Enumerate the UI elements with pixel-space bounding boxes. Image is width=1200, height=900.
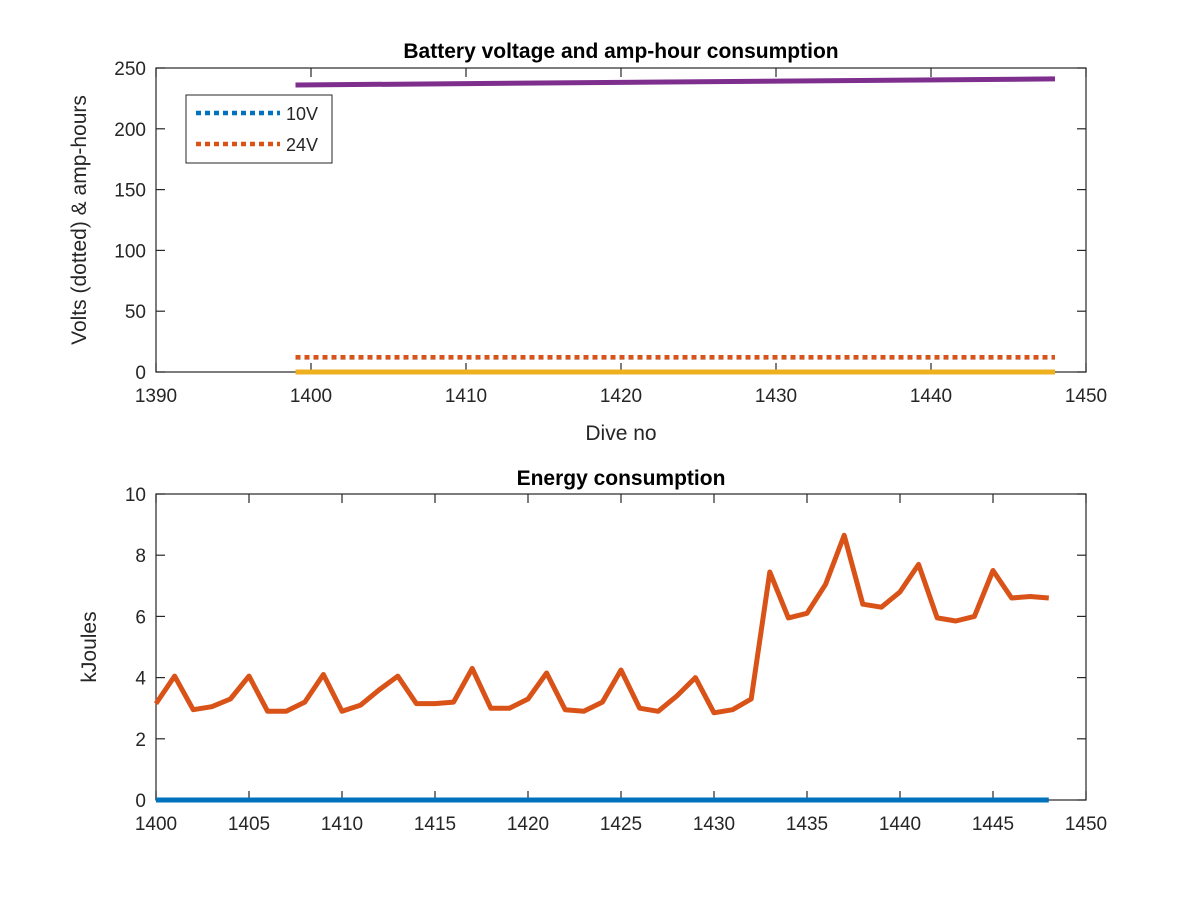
x-tick-label: 1410 <box>321 814 363 835</box>
series-line-purple <box>295 76 1056 88</box>
y-tick-label: 6 <box>135 607 146 628</box>
x-tick-label: 1440 <box>879 814 921 835</box>
x-tick-label: 1420 <box>600 386 642 407</box>
x-tick-label: 1400 <box>290 386 332 407</box>
x-tick-label: 1405 <box>228 814 270 835</box>
legend: 10V 24V <box>185 94 333 164</box>
chart-battery-voltage: 1390 1400 1410 1420 1430 1440 1450 0 50 100 150 200… <box>68 40 1107 445</box>
y-tick-label: 10 <box>125 485 146 506</box>
chart-energy-consumption: 1400 1405 1410 1415 1420 1425 1430 1435 1440 1445… <box>78 467 1107 835</box>
series-line-orange <box>153 532 1050 716</box>
axes-box <box>155 493 1087 801</box>
x-tick-label: 1400 <box>135 814 177 835</box>
y-tick-label: 100 <box>114 241 146 262</box>
x-axis-title: Dive no <box>585 422 656 445</box>
x-tick-label: 1415 <box>414 814 456 835</box>
y-tick-label: 2 <box>135 730 146 751</box>
y-tick-label: 4 <box>135 669 146 690</box>
y-tick-label: 250 <box>114 59 146 80</box>
y-tick-label: 50 <box>125 302 146 323</box>
x-tick-label: 1430 <box>693 814 735 835</box>
chart-title: Energy consumption <box>517 467 726 490</box>
y-tick-label: 200 <box>114 120 146 141</box>
y-tick-label: 0 <box>135 363 146 384</box>
legend-label-24v: 24V <box>286 135 318 155</box>
y-tick-label: 150 <box>114 181 146 202</box>
legend-box <box>185 94 333 164</box>
x-tick-label: 1450 <box>1065 814 1107 835</box>
x-tick-label: 1410 <box>445 386 487 407</box>
chart-title: Battery voltage and amp-hour consumption <box>403 40 838 63</box>
x-tick-label: 1420 <box>507 814 549 835</box>
x-tick-label: 1425 <box>600 814 642 835</box>
x-tick-label: 1440 <box>910 386 952 407</box>
x-tick-label: 1430 <box>755 386 797 407</box>
x-tick-label: 1450 <box>1065 386 1107 407</box>
legend-label-10v: 10V <box>286 104 318 124</box>
y-tick-label: 8 <box>135 546 146 567</box>
y-tick-label: 0 <box>135 791 146 812</box>
x-tick-label: 1435 <box>786 814 828 835</box>
x-tick-label: 1445 <box>972 814 1014 835</box>
x-tick-label: 1390 <box>135 386 177 407</box>
y-axis-title: kJoules <box>78 611 101 682</box>
y-axis-title: Volts (dotted) & amp-hours <box>68 95 91 345</box>
